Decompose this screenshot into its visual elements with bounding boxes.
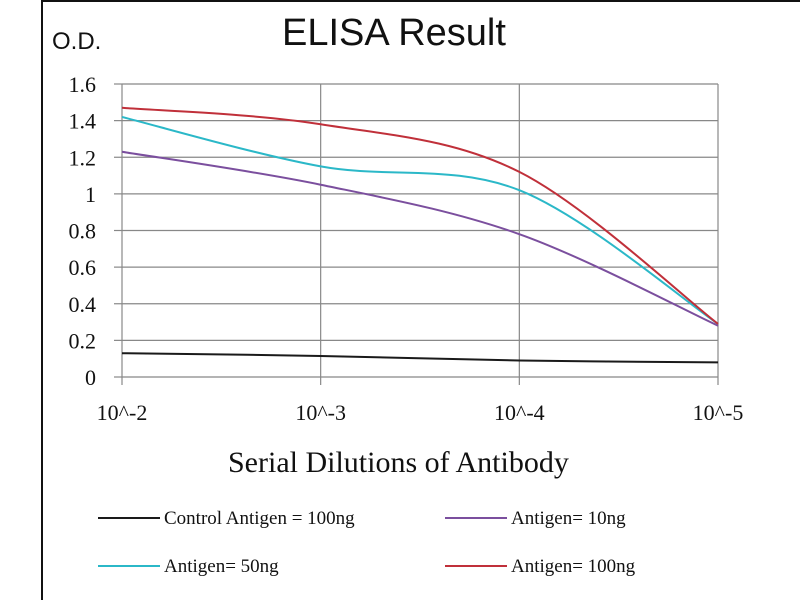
y-tick-label: 1	[85, 182, 96, 207]
x-tick-label: 10^-2	[97, 400, 148, 425]
y-tick-label: 0.8	[69, 219, 97, 244]
legend-label-1: Antigen= 10ng	[511, 508, 626, 529]
x-tick-label: 10^-4	[494, 400, 545, 425]
y-tick-label: 0.6	[69, 255, 97, 280]
y-tick-label: 1.2	[69, 145, 97, 170]
series-line-2	[121, 115, 719, 325]
legend-label-0: Control Antigen = 100ng	[164, 508, 355, 529]
series-line-1	[121, 150, 719, 327]
series-line-3	[121, 106, 719, 325]
legend-label-3: Antigen= 100ng	[511, 556, 636, 577]
y-tick-label: 0	[85, 365, 96, 390]
legend-label-2: Antigen= 50ng	[164, 556, 279, 577]
y-tick-label: 1.4	[69, 109, 97, 134]
y-axis-label: O.D.	[52, 28, 102, 55]
chart-title: ELISA Result	[282, 12, 506, 54]
chart-frame	[41, 0, 800, 600]
x-tick-label: 10^-3	[295, 400, 346, 425]
y-tick-label: 0.4	[69, 292, 97, 317]
x-axis-label: Serial Dilutions of Antibody	[228, 446, 569, 479]
series-line-0	[121, 352, 719, 364]
x-tick-label: 10^-5	[693, 400, 744, 425]
y-tick-label: 1.6	[69, 72, 97, 97]
y-tick-label: 0.2	[69, 328, 97, 353]
